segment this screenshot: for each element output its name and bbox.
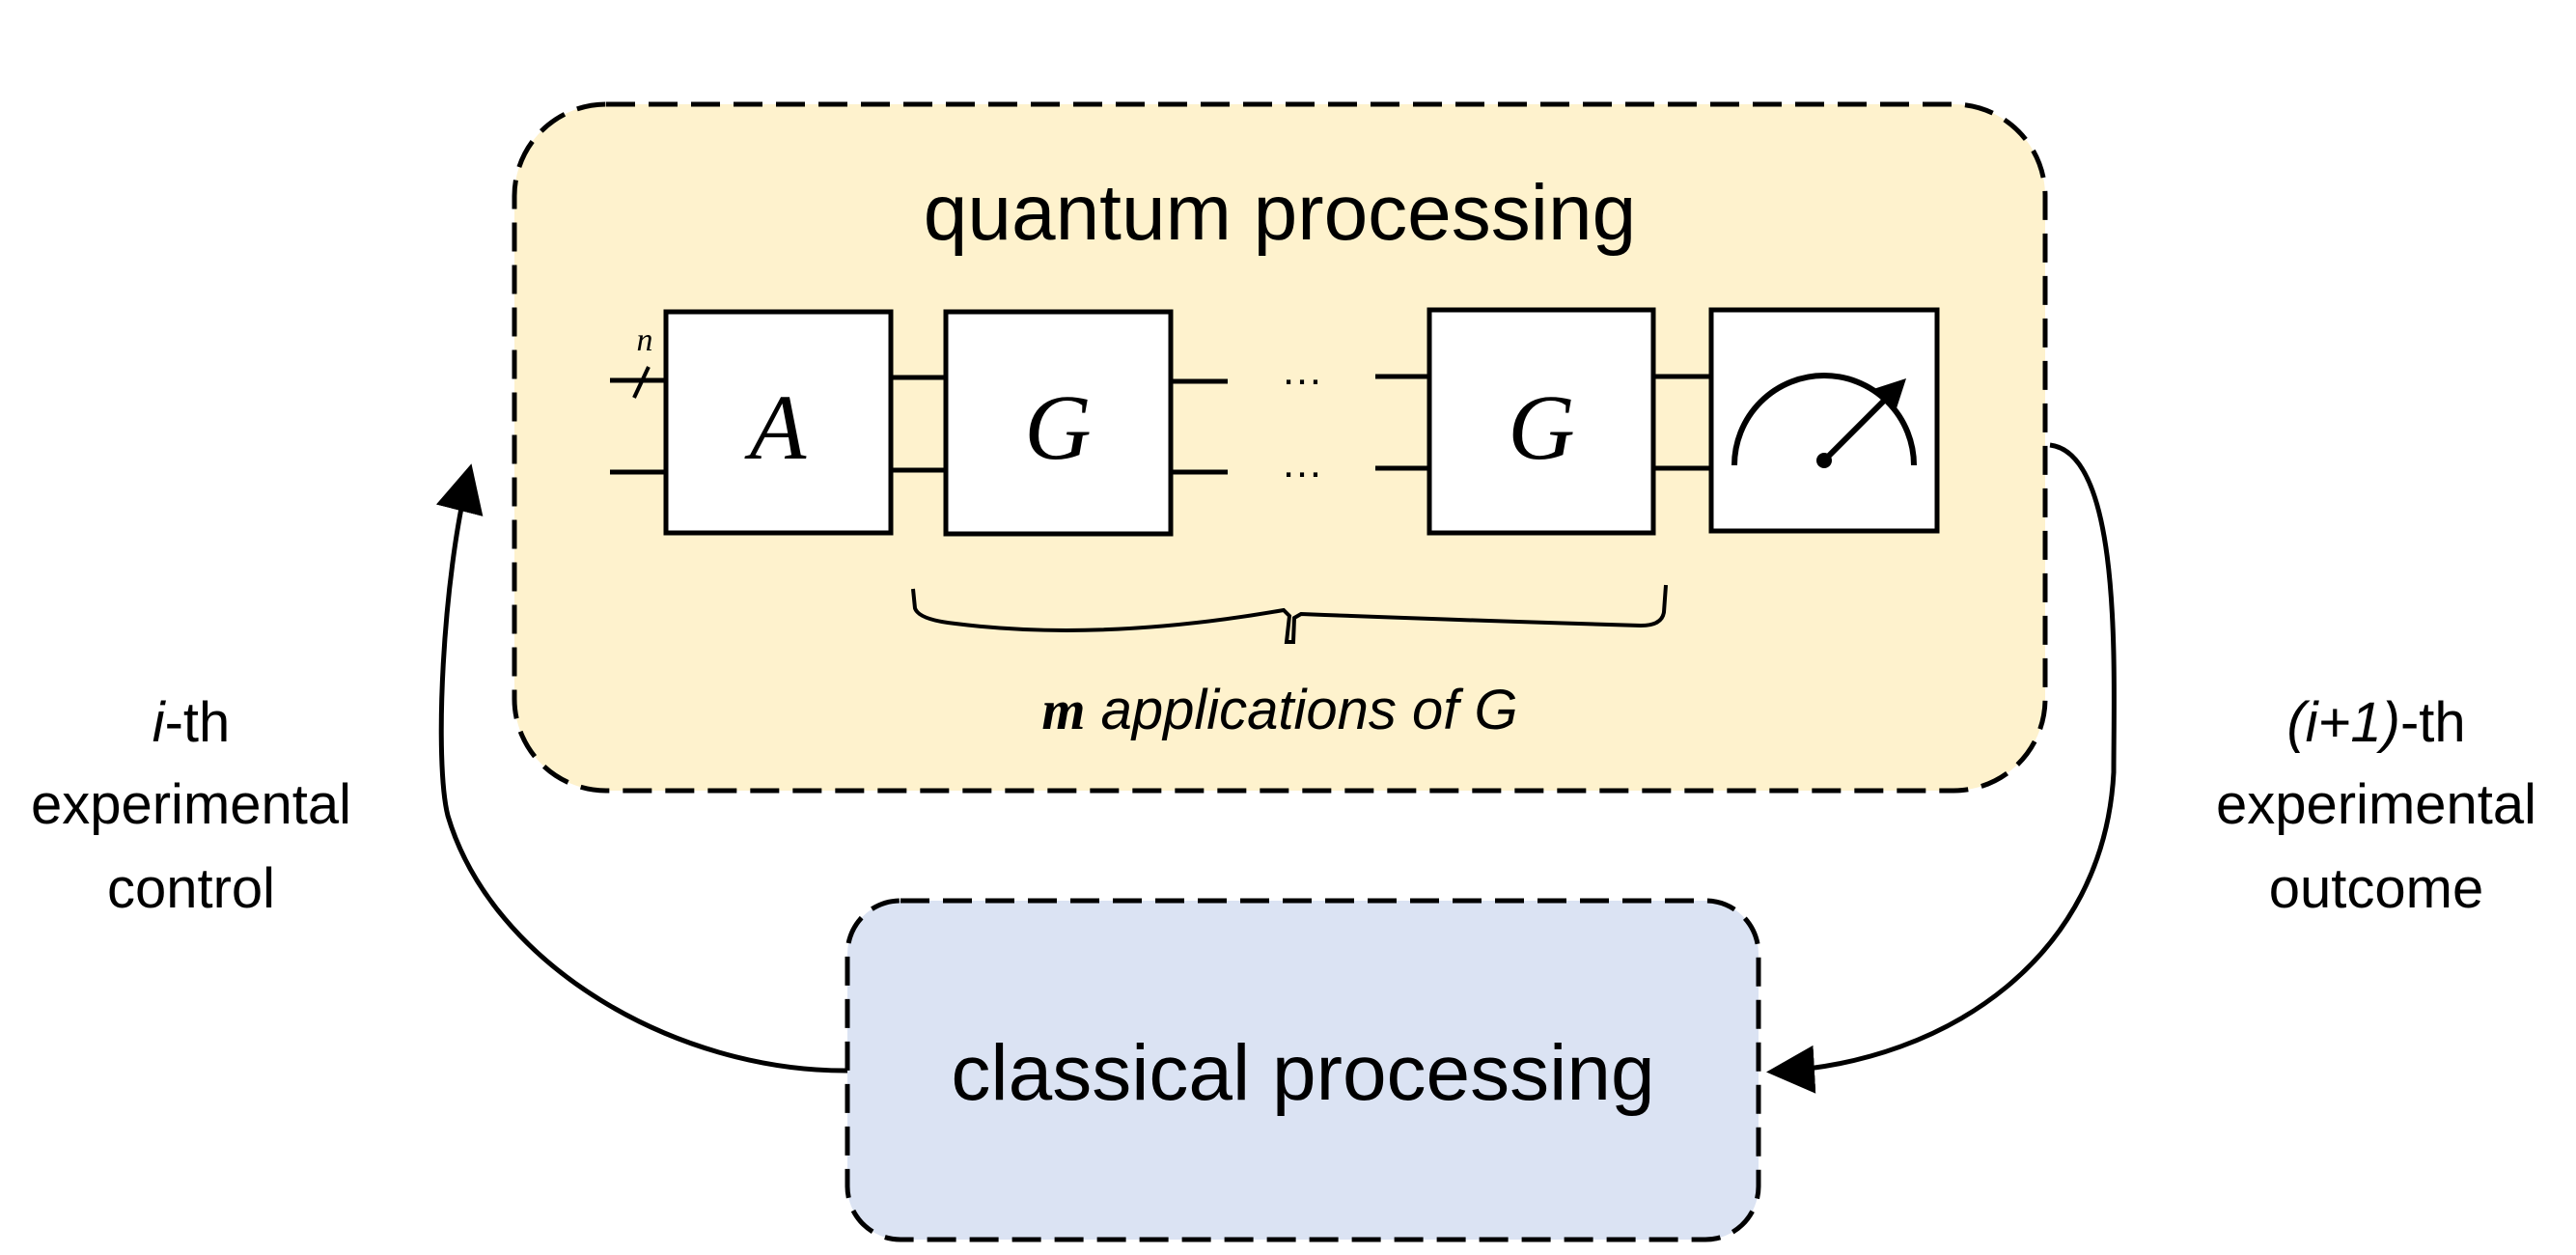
right-label-line3: outcome: [2269, 857, 2483, 920]
ellipsis-bottom: …: [1281, 439, 1323, 487]
left-label: i-th experimental control: [31, 691, 351, 920]
applications-brace: [911, 584, 1668, 644]
classical-processing-box: classical processing: [845, 898, 1761, 1242]
gate-g-first: [943, 309, 1174, 537]
meter-icon: [1708, 307, 1940, 534]
brace-label-m: m: [1041, 679, 1085, 741]
gate-a-label: A: [744, 376, 807, 479]
control-arrow: [435, 463, 848, 1074]
brace-label: m applications of G: [1041, 679, 1517, 741]
register-label: n: [637, 322, 653, 358]
right-label-line1: (i+1)-th: [2286, 691, 2465, 754]
gate-g-first-label: G: [1024, 376, 1091, 479]
left-label-italic: i: [152, 691, 167, 754]
quantum-box-title: quantum processing: [924, 169, 1636, 257]
ellipsis-top: …: [1281, 347, 1323, 394]
right-label-italic: (i+1): [2286, 691, 2400, 754]
left-label-line2: experimental: [31, 773, 351, 836]
brace-label-text: applications of G: [1085, 679, 1517, 741]
classical-box-frame: [845, 898, 1761, 1242]
right-label-line2: experimental: [2216, 773, 2536, 836]
quantum-processing-box: quantum processing n A G … … G: [512, 101, 2048, 794]
left-label-line3: control: [107, 857, 275, 920]
left-label-rest: -th: [165, 691, 231, 754]
right-label: (i+1)-th experimental outcome: [2216, 691, 2536, 920]
classical-box-title: classical processing: [951, 1029, 1654, 1117]
gate-g-last-label: G: [1508, 376, 1574, 479]
gate-a: [663, 309, 894, 536]
register-slash: [632, 366, 651, 399]
left-label-line1: i-th: [152, 691, 231, 754]
circuit-wires: [610, 374, 1711, 475]
gate-g-last: [1426, 307, 1656, 536]
outcome-arrow: [1766, 442, 2117, 1094]
right-label-rest: -th: [2400, 691, 2466, 754]
